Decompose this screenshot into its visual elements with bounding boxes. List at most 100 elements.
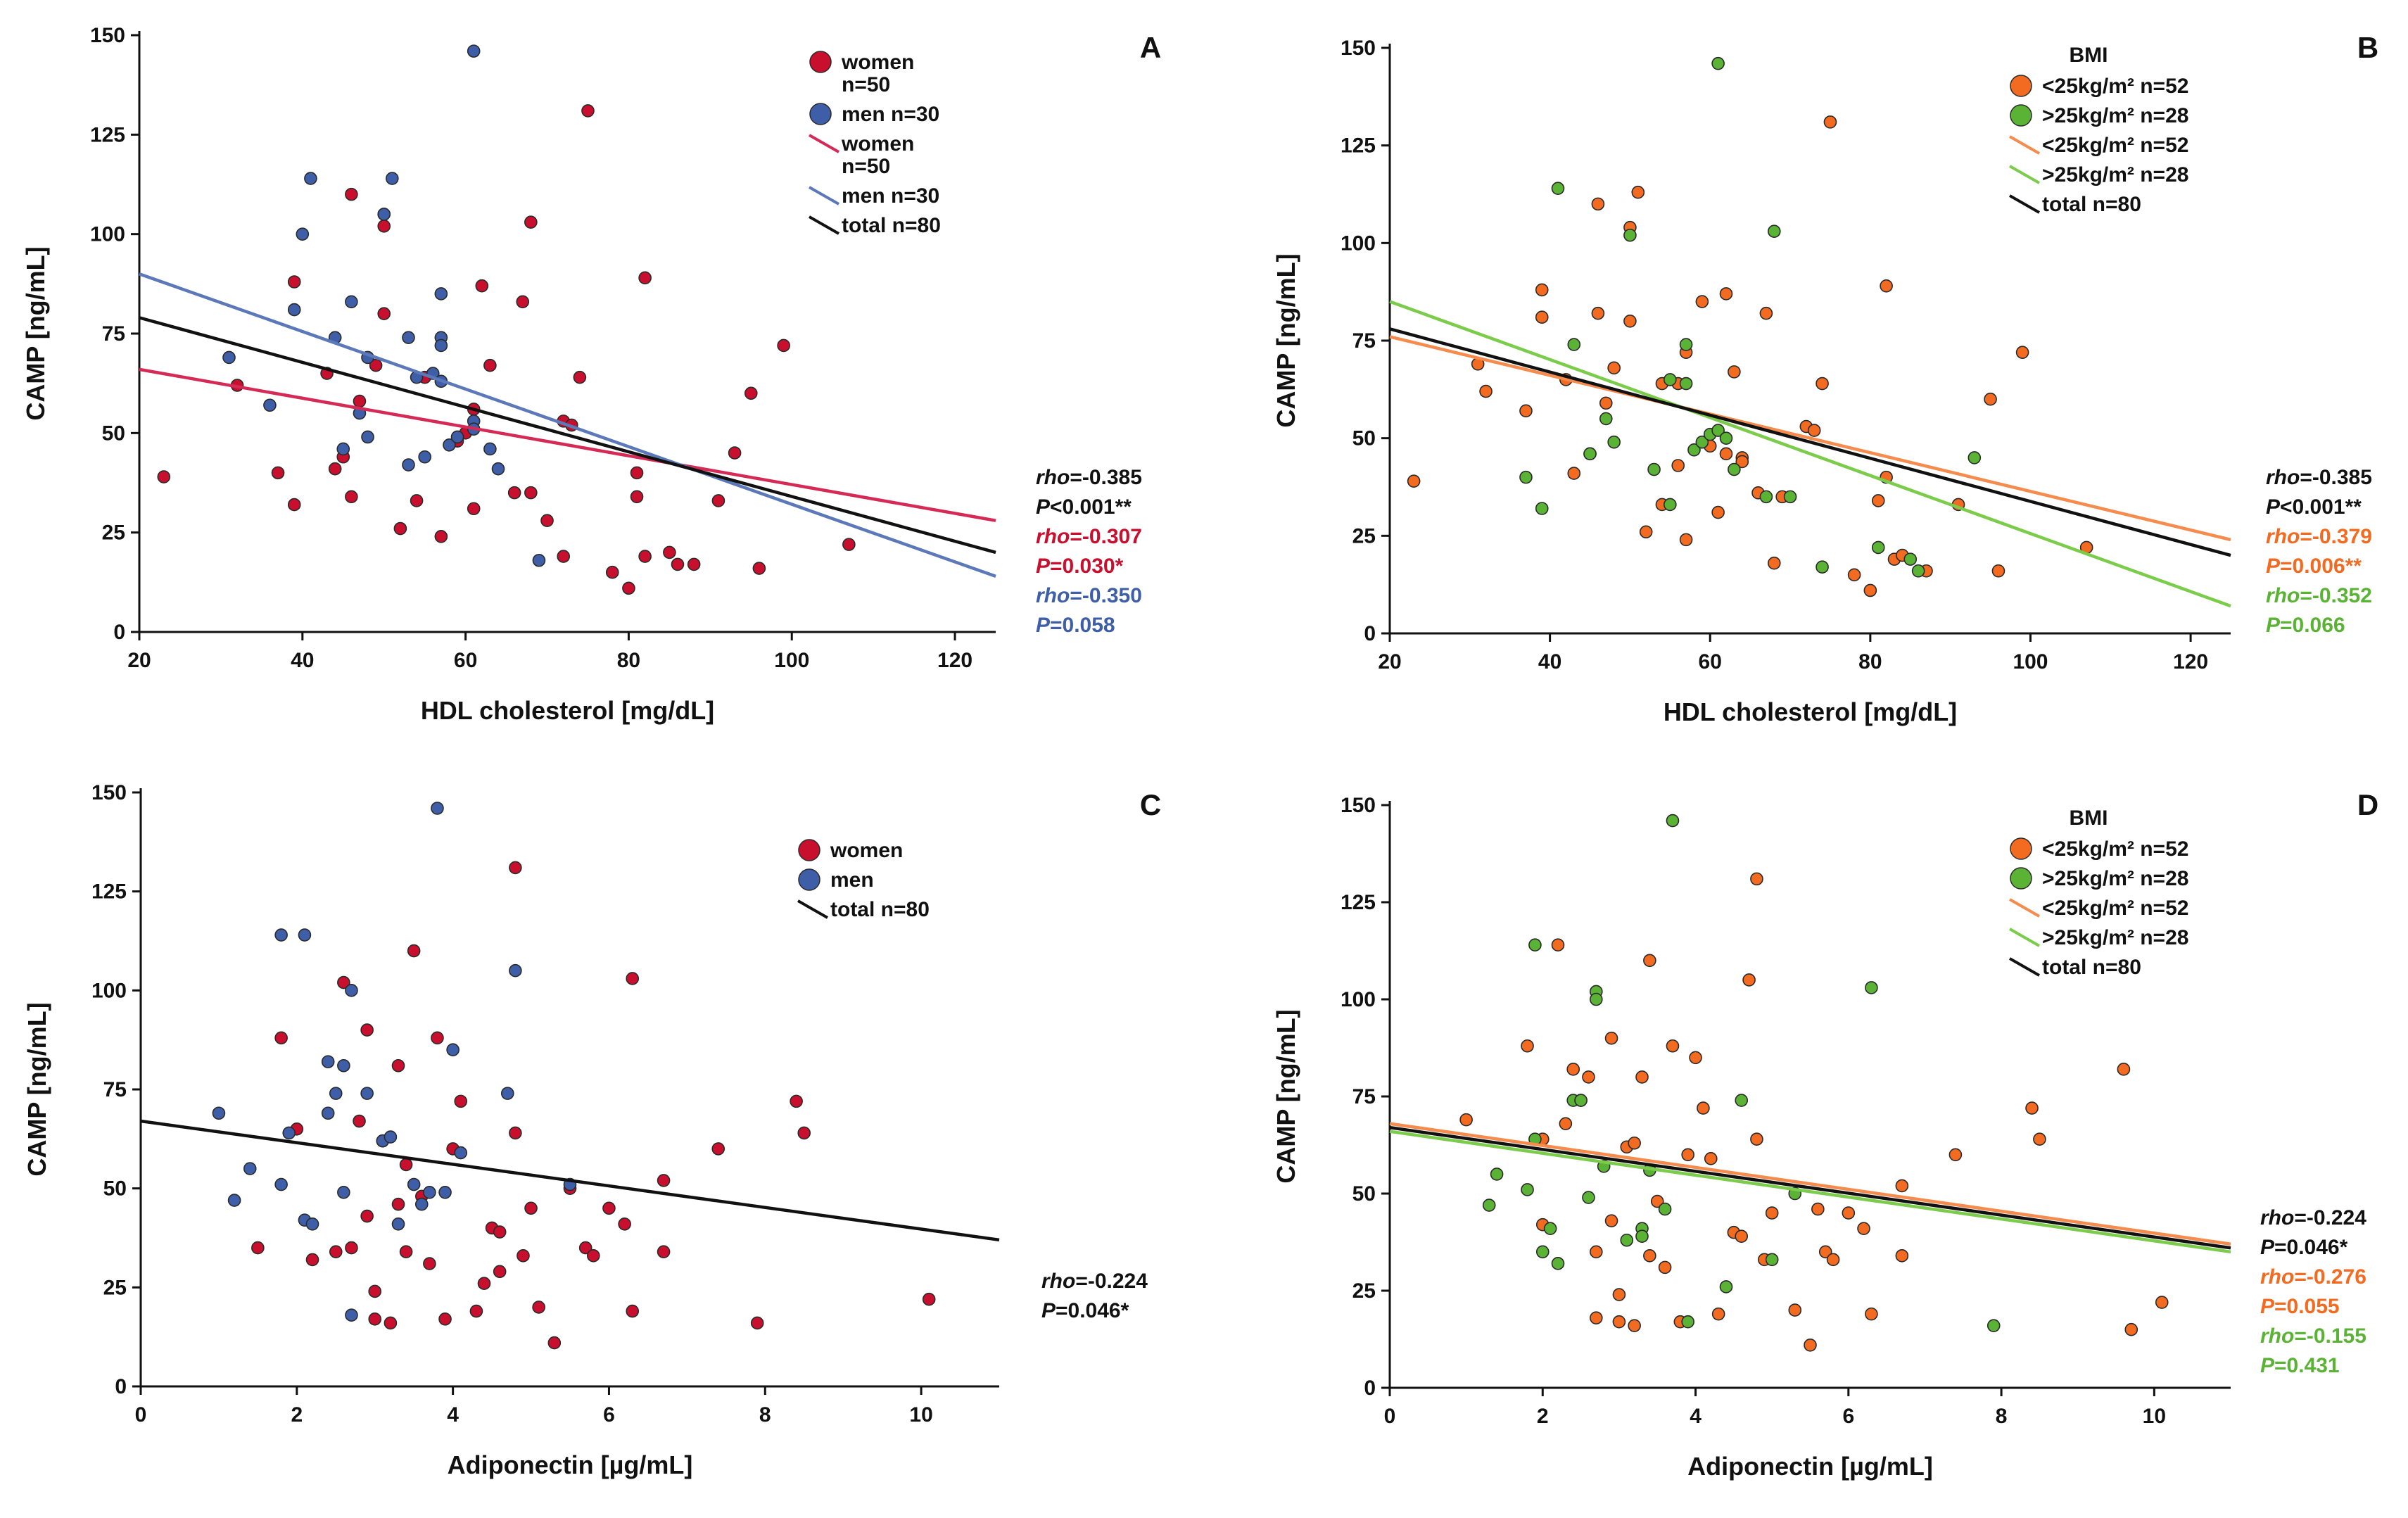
panel-letter: C bbox=[1140, 788, 1161, 821]
data-point bbox=[605, 565, 619, 579]
data-point bbox=[1604, 1031, 1618, 1045]
stat-p: P<0.001** bbox=[2266, 495, 2362, 519]
data-point bbox=[377, 208, 391, 221]
data-point bbox=[407, 1177, 421, 1191]
trend-line-total-n-80 bbox=[140, 1119, 1000, 1242]
y-tick-label: 50 bbox=[1352, 427, 1376, 450]
stat-label: P bbox=[1036, 555, 1051, 578]
data-point bbox=[1818, 1245, 1832, 1259]
data-point bbox=[368, 1313, 382, 1326]
series-men-points bbox=[222, 44, 546, 567]
data-point bbox=[1871, 494, 1885, 507]
y-tick-label: 75 bbox=[1352, 1085, 1376, 1108]
stat-p: P<0.001** bbox=[1036, 495, 1132, 519]
legend: BMI <25kg/m² n=52 >25kg/m² n=28 <25kg/m² n=… bbox=[2009, 807, 2188, 979]
stat-value: <0.001** bbox=[1050, 495, 1132, 519]
data-point bbox=[304, 172, 317, 185]
legend: BMI <25kg/m² n=52 >25kg/m² n=28 <25kg/m² n=… bbox=[2009, 44, 2188, 216]
stat-value: =0.006** bbox=[2280, 555, 2362, 578]
data-point bbox=[671, 557, 685, 571]
data-point bbox=[1863, 583, 1877, 597]
legend-marker-icon bbox=[809, 51, 832, 73]
legend-label: men bbox=[830, 868, 874, 892]
data-point bbox=[1591, 306, 1605, 320]
data-point bbox=[493, 1265, 507, 1279]
y-tick-label: 75 bbox=[103, 1078, 127, 1101]
series-25kgm-points bbox=[1519, 56, 1982, 578]
data-point bbox=[532, 553, 546, 567]
data-point bbox=[1911, 564, 1925, 578]
data-point bbox=[1735, 1094, 1749, 1107]
data-point bbox=[1735, 1229, 1749, 1244]
data-point bbox=[626, 1304, 640, 1318]
data-point bbox=[1948, 1148, 1963, 1162]
data-point bbox=[540, 514, 554, 528]
data-point bbox=[423, 1257, 436, 1270]
data-point bbox=[368, 1284, 382, 1298]
data-point bbox=[1604, 1214, 1618, 1227]
y-tick-label: 50 bbox=[103, 1177, 127, 1201]
data-point bbox=[507, 486, 521, 500]
data-point bbox=[399, 1158, 413, 1172]
data-point bbox=[1826, 1253, 1840, 1267]
data-point bbox=[1695, 295, 1709, 308]
stat-label: P bbox=[1036, 614, 1051, 637]
data-point bbox=[251, 1241, 265, 1255]
y-tick-label: 125 bbox=[91, 880, 127, 904]
stat-value: =-0.352 bbox=[2300, 584, 2372, 607]
data-point bbox=[243, 1162, 257, 1175]
data-point bbox=[1711, 424, 1725, 437]
x-tick-label: 8 bbox=[1996, 1405, 2008, 1428]
x-tick-label: 4 bbox=[1690, 1405, 1702, 1428]
data-point bbox=[1788, 1303, 1802, 1317]
data-point bbox=[222, 350, 236, 365]
panel-c: 0 25 50 75 100 125 150 0 2 4 6 8 10 Adiponectin [µg/m… bbox=[23, 781, 1161, 1479]
data-point bbox=[410, 494, 424, 507]
data-point bbox=[1765, 1253, 1779, 1267]
stat-value: =0.055 bbox=[2274, 1295, 2340, 1318]
y-axis-title: CAMP [ng/mL] bbox=[1272, 1009, 1300, 1183]
x-tick-label: 20 bbox=[1378, 650, 1401, 673]
y-tick-label: 125 bbox=[1341, 891, 1376, 914]
data-point bbox=[1519, 404, 1533, 418]
data-point bbox=[1967, 451, 1982, 464]
data-point bbox=[1842, 1206, 1856, 1220]
stat-rho: rho=-0.224 bbox=[2260, 1206, 2366, 1229]
stat-rho: rho=-0.350 bbox=[1036, 584, 1142, 607]
data-point bbox=[450, 430, 464, 444]
stat-value: =-0.276 bbox=[2294, 1265, 2366, 1289]
data-point bbox=[2124, 1322, 2138, 1336]
data-point bbox=[752, 562, 766, 575]
data-point bbox=[509, 963, 522, 978]
x-tick-label: 10 bbox=[2143, 1405, 2166, 1428]
data-point bbox=[263, 398, 277, 412]
data-point bbox=[1535, 1245, 1550, 1259]
data-point bbox=[1551, 1257, 1565, 1270]
data-point bbox=[431, 802, 444, 815]
stat-value: =-0.155 bbox=[2294, 1324, 2366, 1348]
x-tick-label: 8 bbox=[759, 1403, 771, 1427]
stat-label: rho bbox=[1036, 525, 1070, 548]
series-25kgm-points bbox=[1459, 872, 2169, 1352]
data-point bbox=[321, 1106, 335, 1120]
series-men-points bbox=[212, 802, 577, 1322]
data-point bbox=[1880, 279, 1893, 293]
data-point bbox=[1807, 424, 1821, 437]
data-point bbox=[1535, 283, 1549, 297]
data-point bbox=[212, 1106, 226, 1120]
data-point bbox=[384, 1316, 398, 1330]
data-point bbox=[467, 502, 481, 516]
stat-rho: rho=-0.307 bbox=[1036, 525, 1142, 548]
y-tick-label: 50 bbox=[1352, 1182, 1376, 1206]
data-point bbox=[1590, 992, 1603, 1006]
y-tick-label: 25 bbox=[1352, 524, 1376, 548]
data-point bbox=[391, 1197, 405, 1211]
data-point bbox=[287, 303, 301, 317]
y-tick-label: 75 bbox=[102, 322, 125, 346]
data-point bbox=[305, 1253, 319, 1267]
data-point bbox=[1535, 310, 1549, 324]
data-point bbox=[1635, 1229, 1649, 1244]
trend-line--25kg-m--n-52 bbox=[1389, 1122, 2231, 1246]
data-point bbox=[1628, 1136, 1641, 1150]
legend-marker-icon bbox=[2010, 75, 2032, 97]
